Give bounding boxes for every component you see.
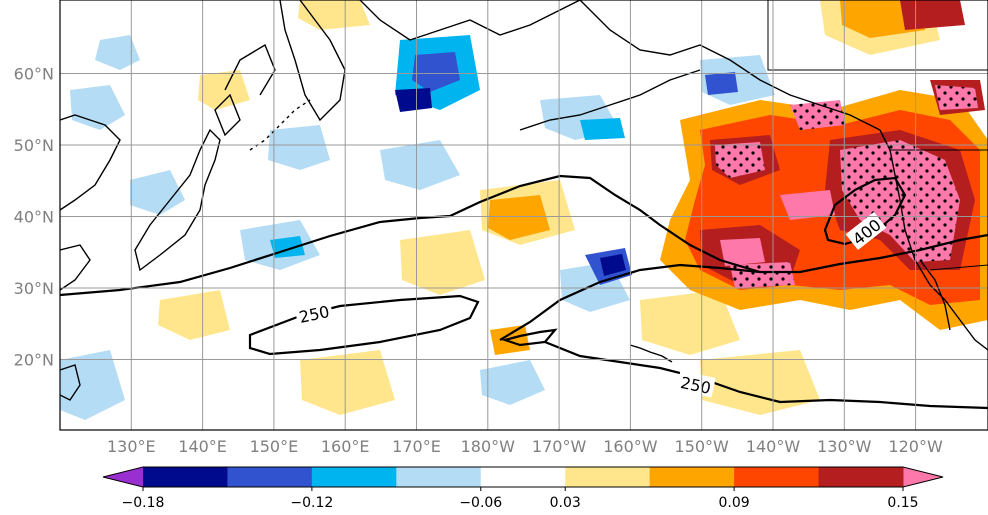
- coastline-kamchatka: [279, 0, 346, 122]
- contour-400-closed: [823, 176, 907, 246]
- longitude-label: 140°W: [746, 437, 801, 456]
- patch-positive-light: [300, 350, 395, 415]
- colorbar-segment: [480, 467, 566, 487]
- coastline-baja: [919, 259, 951, 331]
- patch-negative-strong: [705, 72, 738, 95]
- latitude-label: 60°N: [14, 65, 54, 84]
- longitude-label: 170°E: [392, 437, 441, 456]
- longitude-label: 150°W: [675, 437, 730, 456]
- patch-positive-mid: [488, 195, 550, 240]
- longitude-label: 130°W: [817, 437, 872, 456]
- longitude-label: 180°W: [461, 437, 516, 456]
- contour-label-group: 250 400 250: [294, 212, 887, 398]
- significance-stipple: [790, 100, 845, 130]
- patch-negative-strong: [412, 52, 460, 92]
- patch-positive-light: [198, 70, 250, 110]
- contour-250-mid: [499, 263, 761, 341]
- patch-negative-light: [480, 360, 545, 405]
- patch-positive-light: [400, 230, 485, 295]
- colorbar-segment: [311, 467, 397, 487]
- longitude-label: 170°W: [532, 437, 587, 456]
- latitude-label: 20°N: [14, 351, 54, 370]
- colorbar-tick-label: −0.06: [459, 495, 502, 511]
- patch-positive-mid: [490, 325, 530, 355]
- patch-positive-strongest: [780, 190, 835, 220]
- border-us-mexico: [929, 264, 988, 271]
- coastline-hokkaido: [214, 93, 241, 137]
- colorbar-tick-label: 0.03: [550, 495, 581, 511]
- colorbar-tick-label: −0.12: [290, 495, 333, 511]
- patch-negative-light: [70, 85, 125, 130]
- latitude-label: 40°N: [14, 208, 54, 227]
- coastline-japan: [134, 128, 221, 272]
- coastline-china: [60, 244, 91, 291]
- patch-negative-light: [95, 35, 140, 70]
- longitude-labels: 130°E 140°E 150°E 160°E 170°E 180°W 170°W 160°W…: [107, 437, 943, 456]
- patch-negative-strongest: [395, 88, 432, 112]
- latitude-label: 50°N: [14, 136, 54, 155]
- colorbar-segment: [818, 467, 904, 487]
- patch-negative-light: [268, 125, 330, 170]
- latitude-labels: 60°N 50°N 40°N 30°N 20°N: [14, 65, 54, 370]
- patch-positive-light: [700, 350, 820, 415]
- colorbar-extension-high: [903, 467, 943, 487]
- colorbar: −0.18 −0.12 −0.06 0.03 0.09 0.15: [102, 466, 944, 511]
- border-alaska-canada: [767, 0, 988, 71]
- coastline-aleutian: [519, 69, 701, 131]
- map-frame: [59, 0, 988, 431]
- longitude-label: 160°E: [321, 437, 370, 456]
- coastline-sakhalin: [224, 43, 276, 96]
- longitude-label: 150°E: [250, 437, 299, 456]
- patch-negative-light: [380, 140, 460, 190]
- gridlines: [60, 0, 988, 430]
- coastline-asia: [60, 114, 121, 211]
- patch-positive-light: [298, 0, 370, 30]
- significance-stipple: [935, 85, 978, 110]
- patch-positive-light: [158, 290, 230, 340]
- map-area: 250 400 250: [60, 0, 988, 430]
- contour-250-north: [60, 174, 988, 297]
- patch-positive-stronger: [900, 0, 965, 30]
- colorbar-tick-label: 0.09: [719, 495, 750, 511]
- colorbar-segment: [649, 467, 735, 487]
- coastlines: [60, 0, 988, 401]
- latitude-label: 30°N: [14, 279, 54, 298]
- patch-negative-mid: [270, 236, 305, 258]
- colorbar-segment: [565, 467, 651, 487]
- patch-negative-strongest: [600, 254, 626, 276]
- longitude-label: 160°W: [603, 437, 658, 456]
- significance-stipple: [715, 142, 765, 178]
- coastline-north-america: [879, 129, 988, 351]
- coastline-siberia: [359, 0, 581, 41]
- contour-250-small-closed: [501, 328, 558, 347]
- contour-label-bg: [294, 299, 334, 327]
- longitude-label: 120°W: [888, 437, 943, 456]
- contour-label-bg: [676, 370, 716, 398]
- contour-label-bg: [845, 212, 887, 250]
- longitude-label: 130°E: [107, 437, 156, 456]
- patch-negative-light: [130, 170, 185, 215]
- colorbar-segment: [227, 467, 313, 487]
- patch-positive-strongest: [720, 238, 765, 266]
- colorbar-tick-label: −0.18: [122, 495, 165, 511]
- patch-positive-light: [640, 290, 740, 355]
- contour-250-west-closed: [248, 294, 480, 356]
- colorbar-tick-label: 0.15: [887, 495, 918, 511]
- coastline-south-china: [60, 364, 81, 401]
- colorbar-segment: [143, 467, 228, 487]
- patch-negative-mid: [580, 118, 625, 140]
- colorbar-extension-low: [103, 467, 143, 487]
- colorbar-segment: [396, 467, 482, 487]
- coastline-hawaii: [629, 344, 673, 363]
- longitude-label: 140°E: [178, 437, 227, 456]
- colorbar-segment: [734, 467, 820, 487]
